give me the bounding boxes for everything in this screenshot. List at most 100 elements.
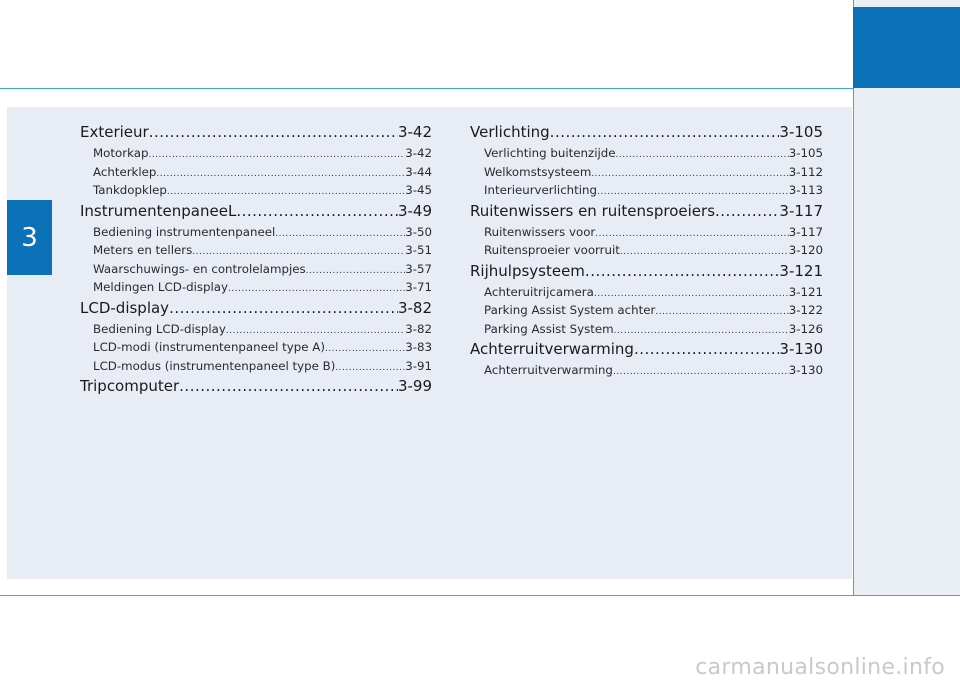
corner-color-block (853, 7, 960, 88)
dot-leader (616, 146, 789, 165)
dot-leader (715, 200, 779, 223)
dot-leader (275, 225, 405, 244)
toc-page-number: 3-121 (779, 261, 823, 280)
toc-subsection-entry[interactable]: Meldingen LCD-display 3-71 (80, 278, 432, 297)
toc-page-number: 3-45 (405, 183, 432, 197)
toc-subsection-entry[interactable]: Ruitensproeier voorruit 3-120 (470, 241, 823, 260)
toc-entry-label: Achterklep (93, 164, 157, 179)
watermark-text: carmanualsonline.info (695, 655, 945, 680)
toc-subsection-entry[interactable]: LCD-modi (instrumentenpaneel type A) 3-83 (80, 338, 432, 357)
toc-entry-label: InstrumentenpaneeL (80, 201, 237, 220)
toc-page-number: 3-130 (779, 340, 823, 358)
toc-entry-label: LCD-modus (instrumentenpaneel type B) (93, 358, 336, 373)
toc-subsection-entry[interactable]: Tankdopklep 3-45 (80, 181, 432, 200)
toc-page-number: 3-71 (405, 280, 432, 294)
toc-page-number: 3-82 (397, 298, 432, 317)
dot-leader (550, 121, 780, 144)
toc-column-left: Exterieur 3-42 Motorkap 3-42 Achterklep 3-44 T… (80, 121, 432, 398)
dot-leader (595, 225, 788, 244)
toc-subsection-entry[interactable]: Bediening LCD-display 3-82 (80, 320, 432, 339)
toc-entry-label: Verlichting (470, 123, 550, 141)
toc-page-number: 3-44 (405, 164, 432, 179)
toc-entry-label: Ruitensproeier voorruit (484, 243, 620, 257)
toc-page-number: 3-82 (405, 321, 432, 336)
chapter-tab: 3 (7, 200, 52, 275)
toc-subsection-entry[interactable]: Ruitenwissers voor 3-117 (470, 223, 823, 242)
toc-page-number: 3-57 (405, 261, 432, 276)
dot-leader (585, 260, 779, 283)
toc-subsection-entry[interactable]: Parking Assist System achter 3-122 (470, 301, 823, 320)
toc-subsection-entry[interactable]: Bediening instrumentenpaneel 3-50 (80, 223, 432, 242)
toc-subsection-entry[interactable]: LCD-modus (instrumentenpaneel type B) 3-9… (80, 357, 432, 376)
toc-entry-label: Exterieur (80, 123, 149, 141)
dot-leader (156, 165, 405, 184)
bottom-divider-line (0, 595, 960, 596)
toc-subsection-entry[interactable]: Parking Assist System 3-126 (470, 320, 823, 339)
top-divider-line (0, 88, 853, 89)
dot-leader (634, 338, 779, 361)
toc-entry-label: Achterruitverwarming (484, 363, 613, 377)
chapter-number: 3 (21, 222, 38, 253)
toc-section-entry[interactable]: Verlichting 3-105 (470, 121, 823, 144)
toc-page-number: 3-130 (788, 363, 823, 377)
toc-page-number: 3-83 (405, 340, 432, 354)
toc-entry-label: LCD-display (80, 298, 170, 317)
toc-subsection-entry[interactable]: Achterklep 3-44 (80, 163, 432, 182)
dot-leader (306, 262, 406, 281)
toc-entry-label: Rijhulpsysteem (470, 261, 585, 280)
toc-page-number: 3-42 (397, 123, 432, 141)
toc-section-entry[interactable]: Rijhulpsysteem 3-121 (470, 260, 823, 283)
toc-page-number: 3-112 (788, 164, 823, 179)
toc-section-entry[interactable]: InstrumentenpaneeL 3-49 (80, 200, 432, 223)
dot-leader (591, 165, 788, 184)
toc-page-number: 3-105 (779, 123, 823, 141)
toc-subsection-entry[interactable]: Welkomstsysteem 3-112 (470, 163, 823, 182)
toc-entry-label: Tripcomputer (80, 377, 180, 395)
toc-entry-label: Welkomstsysteem (484, 164, 592, 179)
toc-page-number: 3-42 (405, 146, 432, 160)
toc-subsection-entry[interactable]: Achteruitrijcamera 3-121 (470, 283, 823, 302)
toc-page-number: 3-117 (779, 201, 823, 220)
dot-leader (169, 297, 398, 320)
toc-page-number: 3-121 (788, 284, 823, 299)
toc-subsection-entry[interactable]: Interieurverlichting 3-113 (470, 181, 823, 200)
toc-entry-label: Parking Assist System achter (484, 303, 656, 317)
toc-page-number: 3-51 (405, 243, 432, 257)
toc-section-entry[interactable]: Achterruitverwarming 3-130 (470, 338, 823, 361)
toc-entry-label: Ruitenwissers en ruitensproeiers (470, 201, 716, 220)
toc-subsection-entry[interactable]: Achterruitverwarming 3-130 (470, 361, 823, 380)
toc-subsection-entry[interactable]: Waarschuwings- en controlelampjes 3-57 (80, 260, 432, 279)
toc-page-number: 3-99 (397, 377, 432, 395)
toc-page-number: 3-49 (397, 201, 432, 220)
toc-section-entry[interactable]: Tripcomputer 3-99 (80, 375, 432, 398)
toc-section-entry[interactable]: Exterieur 3-42 (80, 121, 432, 144)
toc-column-right: Verlichting 3-105 Verlichting buitenzijde 3… (470, 121, 823, 380)
dot-leader (179, 375, 398, 398)
dot-leader (613, 363, 789, 382)
toc-entry-label: Parking Assist System (484, 321, 614, 336)
toc-page-number: 3-113 (788, 183, 823, 197)
toc-entry-label: Ruitenwissers voor (484, 224, 596, 239)
dot-leader (149, 121, 398, 144)
toc-page-number: 3-91 (405, 358, 432, 373)
toc-entry-label: Tankdopklep (93, 183, 167, 197)
dot-leader (325, 340, 405, 359)
side-margin-strip (853, 0, 960, 596)
dot-leader (236, 200, 398, 223)
toc-entry-label: Bediening LCD-display (93, 321, 226, 336)
toc-section-entry[interactable]: LCD-display 3-82 (80, 297, 432, 320)
toc-section-entry[interactable]: Ruitenwissers en ruitensproeiers 3-117 (470, 200, 823, 223)
dot-leader (148, 146, 405, 165)
toc-subsection-entry[interactable]: Meters en tellers 3-51 (80, 241, 432, 260)
toc-entry-label: Waarschuwings- en controlelampjes (93, 261, 306, 276)
toc-subsection-entry[interactable]: Verlichting buitenzijde 3-105 (470, 144, 823, 163)
toc-entry-label: Motorkap (93, 146, 149, 160)
toc-entry-label: Verlichting buitenzijde (484, 146, 616, 160)
toc-page-number: 3-117 (788, 224, 823, 239)
toc-page-number: 3-50 (405, 224, 432, 239)
toc-entry-label: Bediening instrumentenpaneel (93, 224, 276, 239)
toc-subsection-entry[interactable]: Motorkap 3-42 (80, 144, 432, 163)
toc-entry-label: Interieurverlichting (484, 183, 598, 197)
toc-page-number: 3-120 (788, 243, 823, 257)
toc-page-number: 3-122 (788, 303, 823, 317)
